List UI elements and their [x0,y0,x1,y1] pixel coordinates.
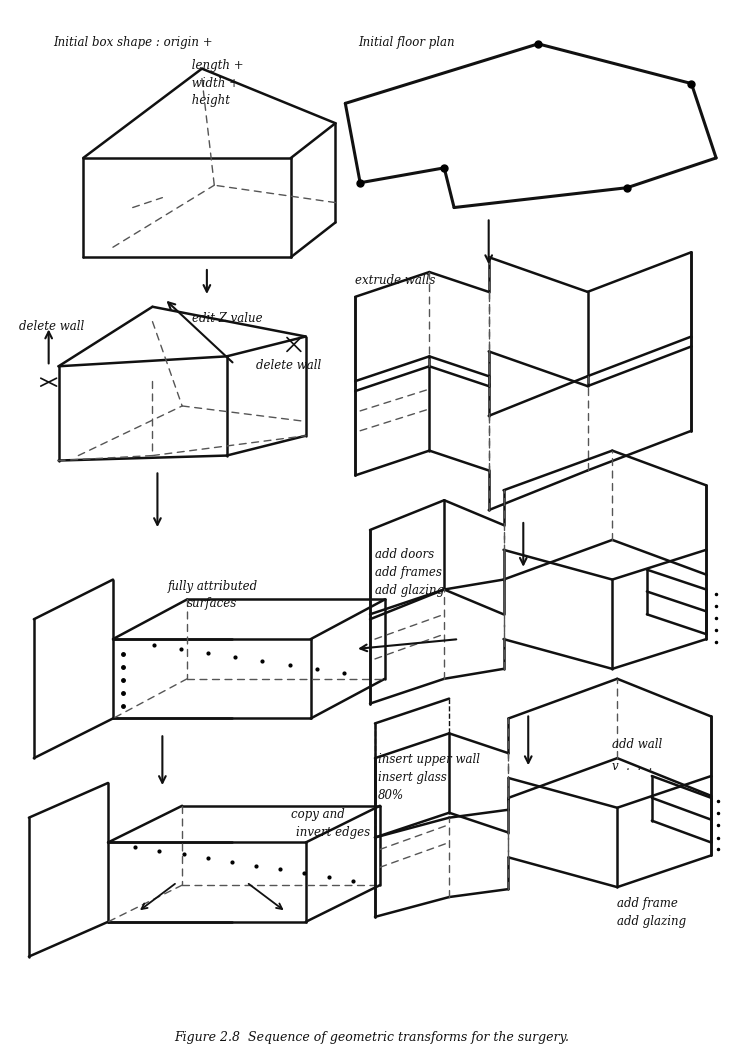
Text: invert edges: invert edges [296,826,370,838]
Text: v  .  .  .: v . . . [612,760,653,773]
Text: height: height [142,95,229,107]
Text: add wall: add wall [612,738,662,751]
Text: insert glass: insert glass [378,771,447,784]
Text: surfaces: surfaces [187,597,238,611]
Text: insert upper wall: insert upper wall [378,753,480,767]
Text: add glazing: add glazing [617,915,686,928]
Text: edit Z value: edit Z value [192,312,263,324]
Text: add frame: add frame [617,897,678,910]
Text: delete wall: delete wall [256,359,322,373]
Text: 80%: 80% [378,789,404,802]
Text: delete wall: delete wall [19,320,84,333]
Text: add doors: add doors [375,548,434,561]
Text: extrude walls: extrude walls [355,274,436,287]
Text: add glazing: add glazing [375,583,444,597]
Text: length +: length + [142,59,243,72]
Text: copy and: copy and [291,808,345,820]
Text: Figure 2.8  Sequence of geometric transforms for the surgery.: Figure 2.8 Sequence of geometric transfo… [174,1031,569,1044]
Text: Initial box shape : origin +: Initial box shape : origin + [54,36,213,48]
Text: Initial floor plan: Initial floor plan [358,36,454,48]
Text: add frames: add frames [375,565,442,579]
Text: width +: width + [142,77,238,90]
Text: fully attributed: fully attributed [168,579,258,593]
